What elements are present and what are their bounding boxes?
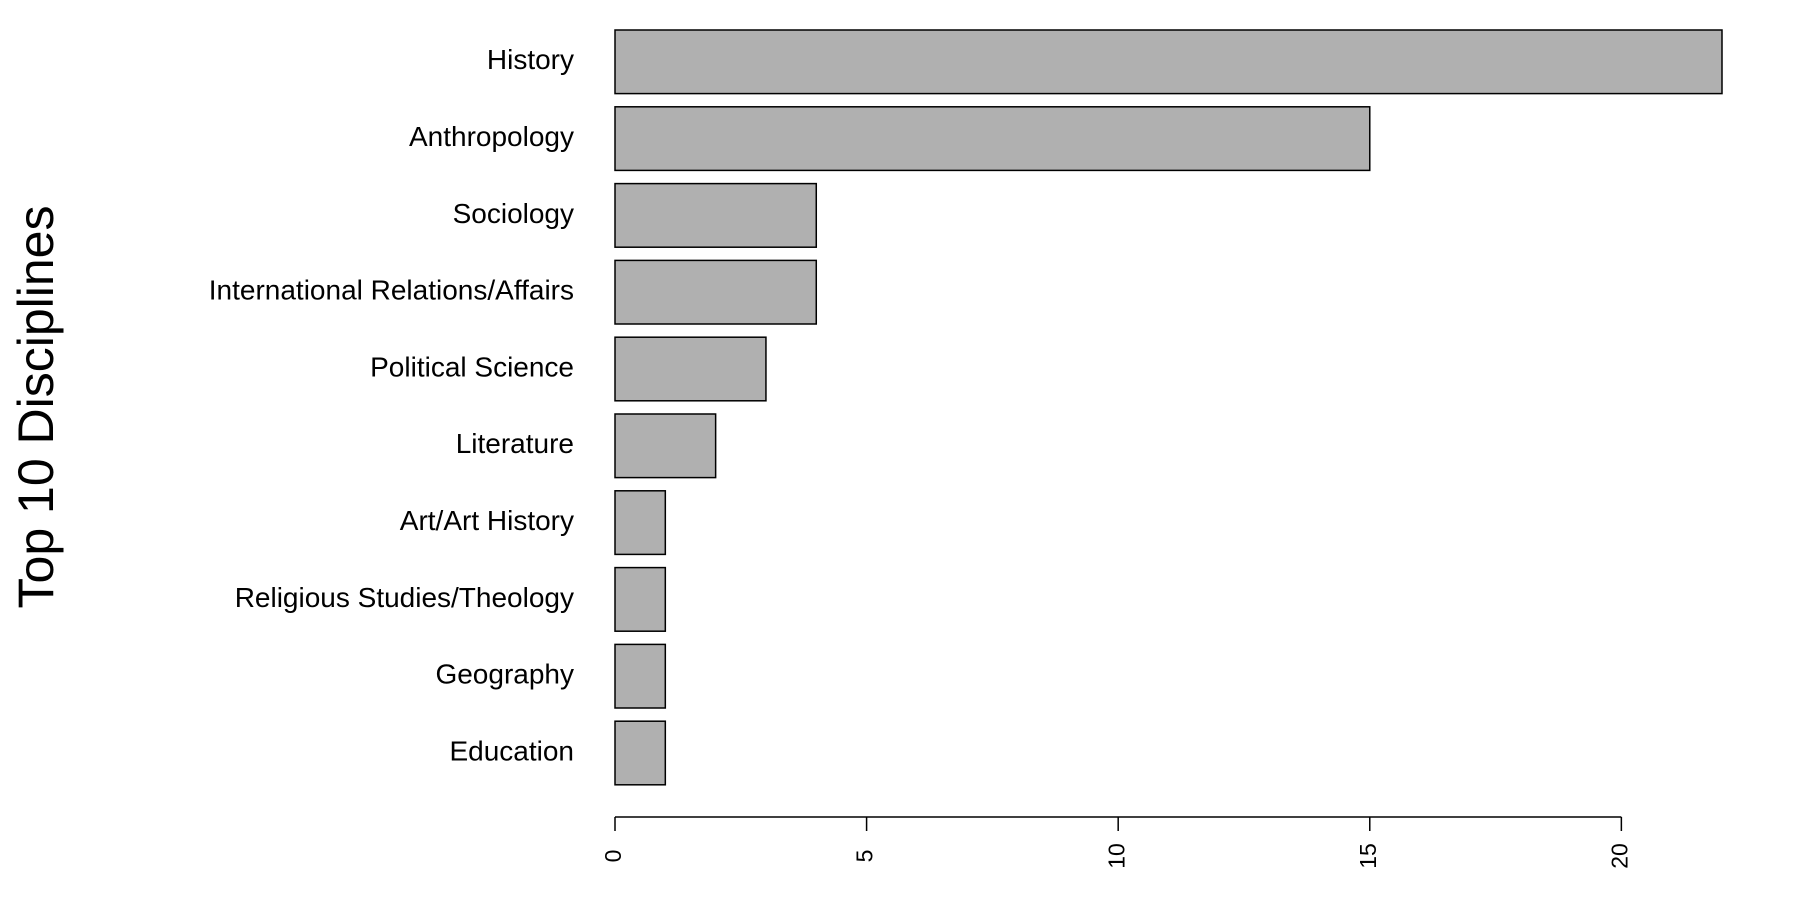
x-tick-label: 5 <box>852 850 878 863</box>
y-tick-label: History <box>487 44 574 75</box>
bar <box>614 29 1723 95</box>
y-tick-label: Art/Art History <box>400 505 574 536</box>
bar <box>614 259 818 325</box>
y-tick-label: Religious Studies/Theology <box>235 582 574 613</box>
bar <box>614 336 767 402</box>
y-tick-label: Education <box>449 735 574 766</box>
bar <box>614 720 667 786</box>
bar <box>614 182 818 248</box>
x-tick-label: 20 <box>1606 843 1632 869</box>
bar <box>614 106 1371 172</box>
x-tick-label: 10 <box>1103 843 1129 869</box>
y-tick-label: Sociology <box>453 198 574 229</box>
y-tick-label: Anthropology <box>409 121 574 152</box>
bar <box>614 566 667 632</box>
bar <box>614 643 667 709</box>
y-tick-label: International Relations/Affairs <box>209 275 574 306</box>
y-tick-label: Political Science <box>370 351 574 382</box>
x-tick-label: 15 <box>1355 843 1381 869</box>
y-tick-label: Literature <box>456 428 574 459</box>
bar <box>614 490 667 556</box>
y-tick-label: Geography <box>435 659 574 690</box>
bar <box>614 413 717 479</box>
x-tick-label: 0 <box>600 850 626 863</box>
y-axis-title: Top 10 Disciplines <box>8 206 64 609</box>
